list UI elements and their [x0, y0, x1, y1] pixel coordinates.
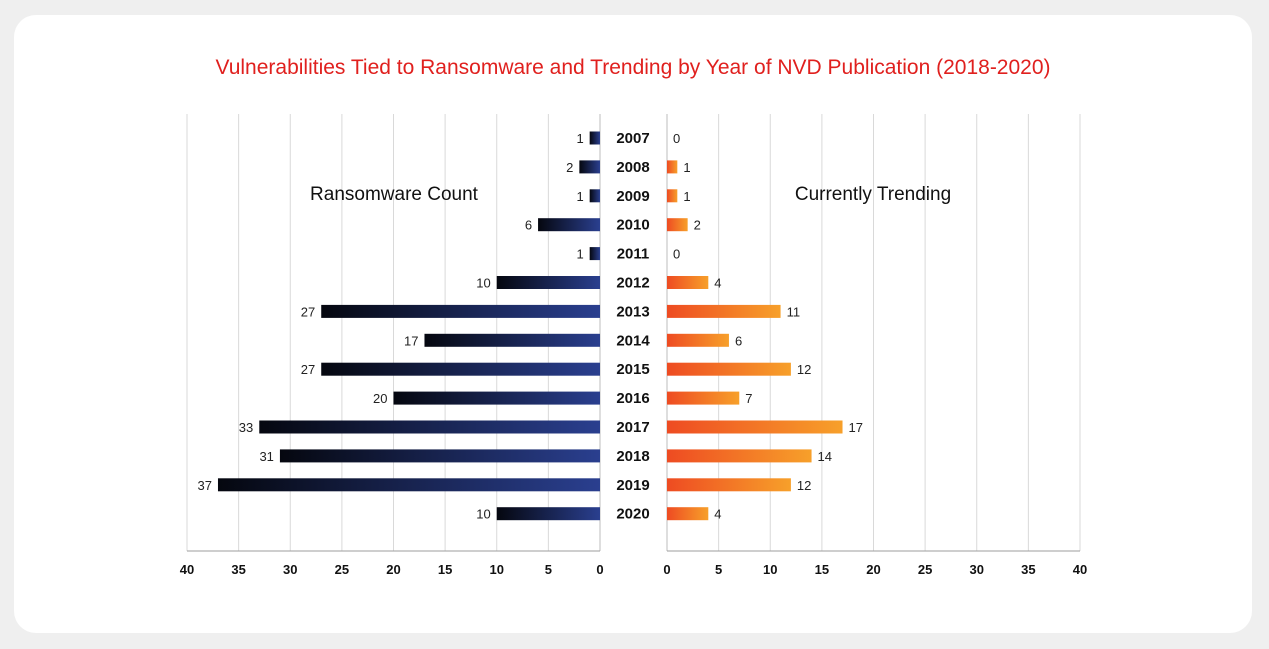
right-x-tick-label: 40 — [1073, 562, 1087, 577]
trending-value-label: 11 — [787, 304, 801, 319]
trending-bar — [667, 507, 709, 521]
year-label: 2009 — [616, 188, 649, 205]
left-x-tick-label: 20 — [386, 562, 400, 577]
ransomware-value-label: 27 — [301, 304, 315, 319]
right-x-tick-label: 0 — [663, 562, 670, 577]
year-label: 2013 — [616, 303, 649, 320]
trending-value-label: 0 — [673, 247, 680, 262]
trending-bar — [667, 449, 812, 463]
year-label: 2014 — [616, 332, 650, 349]
trending-value-label: 2 — [694, 218, 701, 233]
ransomware-value-label: 6 — [525, 218, 532, 233]
trending-value-label: 1 — [683, 189, 690, 204]
trending-value-label: 6 — [735, 333, 742, 348]
ransomware-value-label: 31 — [259, 449, 273, 464]
ransomware-bar — [217, 478, 600, 492]
chart-title: Vulnerabilities Tied to Ransomware and T… — [215, 56, 1050, 79]
trending-bar — [667, 160, 678, 174]
ransomware-bar — [589, 247, 600, 261]
right-x-tick-label: 25 — [918, 562, 932, 577]
ransomware-bar — [393, 391, 600, 405]
ransomware-bar — [589, 131, 600, 145]
left-x-tick-label: 40 — [180, 562, 194, 577]
ransomware-bar — [579, 160, 600, 174]
right-x-tick-label: 35 — [1021, 562, 1035, 577]
year-label: 2008 — [616, 159, 649, 176]
ransomware-bar — [496, 276, 600, 289]
year-label: 2010 — [616, 217, 649, 234]
right-x-tick-label: 20 — [866, 562, 880, 577]
right-x-tick-label: 5 — [715, 562, 722, 577]
ransomware-value-label: 1 — [576, 189, 583, 204]
ransomware-bar — [424, 333, 600, 347]
left-x-tick-label: 25 — [335, 562, 349, 577]
ransomware-bar — [321, 304, 600, 318]
ransomware-bar — [279, 449, 600, 463]
right-x-tick-label: 30 — [970, 562, 984, 577]
trending-value-label: 12 — [797, 478, 811, 493]
trending-value-label: 17 — [849, 420, 863, 435]
left-x-tick-label: 10 — [490, 562, 504, 577]
left-x-tick-label: 5 — [545, 562, 552, 577]
trending-value-label: 4 — [714, 276, 721, 291]
ransomware-value-label: 20 — [373, 391, 387, 406]
trending-value-label: 12 — [797, 362, 811, 377]
ransomware-value-label: 37 — [198, 478, 212, 493]
ransomware-value-label: 10 — [476, 276, 490, 291]
trending-bar — [667, 362, 791, 376]
ransomware-value-label: 17 — [404, 333, 418, 348]
trending-bar — [667, 391, 740, 405]
right-panel-label: Currently Trending — [795, 184, 951, 205]
year-label: 2011 — [617, 246, 650, 263]
trending-bar — [667, 420, 843, 434]
trending-value-label: 1 — [683, 160, 690, 175]
ransomware-value-label: 27 — [301, 362, 315, 377]
trending-bar — [667, 333, 729, 347]
ransomware-bar — [496, 507, 600, 521]
left-panel-label: Ransomware Count — [310, 184, 479, 205]
right-x-tick-label: 10 — [763, 562, 777, 577]
trending-value-label: 0 — [673, 131, 680, 146]
left-x-tick-label: 30 — [283, 562, 297, 577]
ransomware-value-label: 2 — [566, 160, 573, 175]
year-label: 2019 — [616, 477, 649, 494]
ransomware-bar — [538, 218, 600, 232]
ransomware-bar — [259, 420, 600, 434]
ransomware-bar — [589, 189, 600, 203]
ransomware-bar — [321, 362, 600, 376]
trending-value-label: 4 — [714, 507, 721, 522]
trending-bar — [667, 189, 678, 203]
trending-bar — [667, 304, 781, 318]
year-label: 2020 — [616, 506, 649, 523]
trending-bar — [667, 218, 688, 232]
year-label: 2015 — [616, 361, 649, 378]
trending-value-label: 7 — [745, 391, 752, 406]
year-label: 2017 — [616, 419, 649, 436]
ransomware-value-label: 10 — [476, 507, 490, 522]
left-x-tick-label: 15 — [438, 562, 452, 577]
right-x-tick-label: 15 — [815, 562, 829, 577]
ransomware-value-label: 1 — [576, 131, 583, 146]
chart-card — [14, 15, 1252, 633]
ransomware-value-label: 1 — [576, 247, 583, 262]
year-label: 2018 — [616, 448, 649, 465]
year-label: 2012 — [616, 275, 649, 292]
year-label: 2007 — [616, 130, 649, 147]
trending-value-label: 14 — [818, 449, 832, 464]
left-x-tick-label: 35 — [231, 562, 245, 577]
year-label: 2016 — [616, 390, 649, 407]
left-x-tick-label: 0 — [596, 562, 603, 577]
trending-bar — [667, 276, 709, 289]
trending-bar — [667, 478, 791, 492]
ransomware-value-label: 33 — [239, 420, 253, 435]
